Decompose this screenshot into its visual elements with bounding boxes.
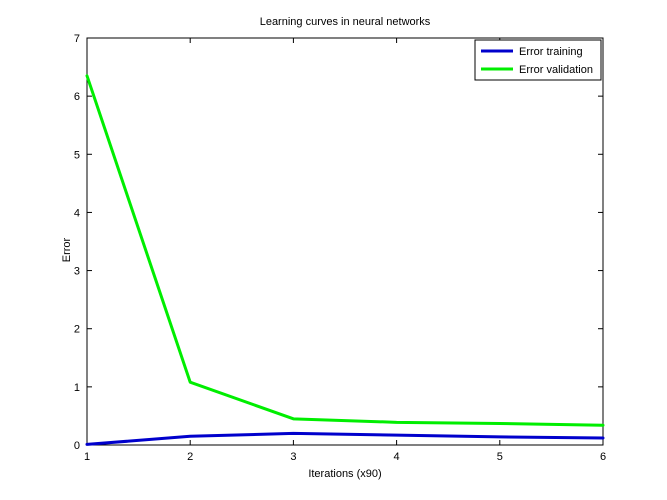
y-tick-label: 6 bbox=[74, 91, 80, 103]
y-tick-label: 5 bbox=[74, 149, 80, 161]
x-tick-label: 2 bbox=[187, 451, 193, 463]
y-axis-label: Error bbox=[61, 237, 73, 262]
x-axis-label: Iterations (x90) bbox=[308, 468, 381, 480]
y-tick-label: 0 bbox=[74, 440, 80, 452]
legend: Error training Error validation bbox=[474, 39, 602, 81]
x-tick-label: 3 bbox=[290, 451, 296, 463]
legend-label-error-validation: Error validation bbox=[519, 64, 593, 76]
plot-frame bbox=[86, 37, 604, 446]
legend-label-error-training: Error training bbox=[519, 46, 583, 58]
chart-title: Learning curves in neural networks bbox=[260, 16, 431, 28]
series-line-error-training bbox=[85, 431, 605, 446]
legend-box bbox=[474, 39, 602, 81]
y-tick-label: 2 bbox=[74, 324, 80, 336]
x-tick-label: 5 bbox=[497, 451, 503, 463]
x-tick-label: 1 bbox=[84, 451, 90, 463]
x-tick-label: 4 bbox=[394, 451, 400, 463]
y-tick-label: 1 bbox=[74, 382, 80, 394]
x-tick-label: 6 bbox=[600, 451, 606, 463]
y-tick-label: 4 bbox=[74, 207, 80, 219]
y-tick-label: 3 bbox=[74, 266, 80, 278]
y-tick-label: 7 bbox=[74, 33, 80, 45]
series-line-error-validation bbox=[85, 74, 605, 427]
